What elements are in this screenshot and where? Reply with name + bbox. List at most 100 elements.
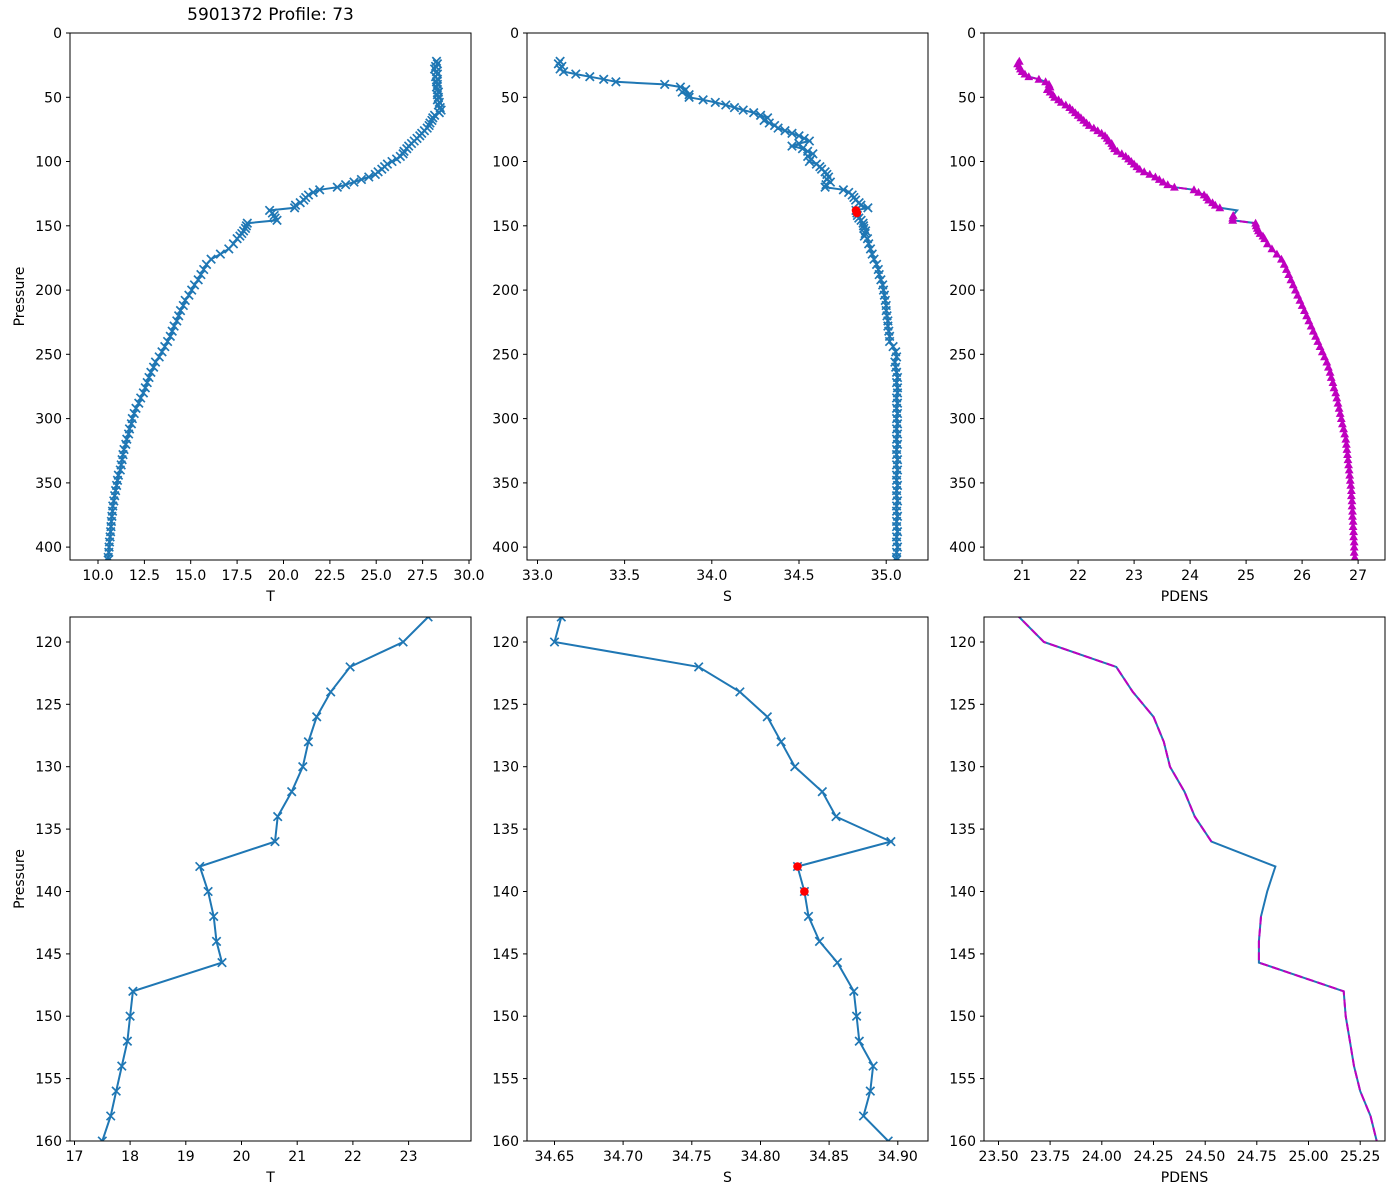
x-axis-label: S [723,589,732,605]
subplot-temperature-zoom-plot-area [97,617,433,1141]
y-tick-label: 350 [949,476,976,492]
x-axis-label: PDENS [1161,1170,1209,1186]
y-tick-label: 0 [510,26,519,42]
y-tick-label: 135 [949,822,976,838]
y-tick-label: 350 [492,476,519,492]
x-tick-label: 27 [1349,568,1367,584]
y-tick-label: 200 [492,283,519,299]
x-tick-label: 34.85 [809,1149,849,1165]
x-tick-label: 24.00 [1082,1149,1122,1165]
y-tick-label: 125 [35,697,62,713]
x-axis-ticks: 21 22 23 24 25 26 27 [1013,560,1367,584]
y-tick-label: 135 [492,822,519,838]
subplot-temperature-zoom: 17 18 19 20 21 22 23 120 125 130 135 140 145 150 155 16… [12,616,472,1186]
x-tick-label: 33.5 [609,568,640,584]
x-tick-label: 25.00 [1288,1149,1328,1165]
temperature-profile [103,56,446,560]
subplot-temperature-full-plot-area [103,56,446,560]
y-axis-ticks: 120 125 130 135 140 145 150 155 160 [492,635,527,1150]
x-tick-label: 24.25 [1133,1149,1173,1165]
subplot-salinity-full-plot-area [553,56,903,560]
x-tick-label: 24 [1181,568,1199,584]
x-tick-label: 18 [121,1149,139,1165]
subplot-temperature-full: 10.0 12.5 15.0 17.5 20.0 22.5 25.0 27.5 30.0 0 50 1… [12,26,485,605]
x-tick-label: 24.50 [1185,1149,1225,1165]
x-tick-label: 25 [1237,568,1255,584]
y-tick-label: 140 [35,885,62,901]
x-tick-label: 23.50 [978,1149,1018,1165]
y-axis-ticks: 0 50 100 150 200 250 300 350 400 [35,26,70,556]
y-tick-label: 400 [949,540,976,556]
y-tick-label: 200 [949,283,976,299]
y-tick-label: 150 [492,219,519,235]
x-tick-label: 34.75 [672,1149,712,1165]
y-tick-label: 400 [492,540,519,556]
y-tick-label: 145 [492,947,519,963]
x-tick-label: 34.70 [603,1149,643,1165]
x-tick-label: 35.0 [871,568,902,584]
axes-frame [526,32,929,561]
y-axis-ticks: 120 125 130 135 140 145 150 155 160 [949,635,984,1150]
y-tick-label: 250 [949,347,976,363]
y-tick-label: 100 [35,155,62,171]
x-axis-ticks: 17 18 19 20 21 22 23 [66,1141,418,1165]
y-tick-label: 150 [35,219,62,235]
x-tick-label: 17 [66,1149,84,1165]
x-tick-label: 25.0 [361,568,392,584]
y-axis-ticks: 0 50 100 150 200 250 300 350 400 [949,26,984,556]
y-tick-label: 130 [35,760,62,776]
x-axis-label: T [265,1170,275,1186]
y-tick-label: 150 [35,1009,62,1025]
y-tick-label: 130 [949,760,976,776]
x-tick-label: 17.5 [222,568,253,584]
pdens-profile-cleaned [1013,56,1359,560]
x-tick-label: 12.5 [129,568,160,584]
y-tick-label: 100 [949,155,976,171]
temperature-profile-line [107,60,443,560]
x-axis-ticks: 10.0 12.5 15.0 17.5 20.0 22.5 25.0 27.5 30.0 [82,560,485,584]
flagged-salinity-points [851,206,862,218]
salinity-profile-line [557,60,899,560]
y-tick-label: 350 [35,476,62,492]
y-tick-label: 0 [53,26,62,42]
axes-frame [69,32,472,561]
y-tick-label: 150 [949,219,976,235]
x-tick-label: 34.90 [878,1149,918,1165]
x-tick-label: 34.80 [740,1149,780,1165]
x-tick-label: 22 [1069,568,1087,584]
x-tick-label: 34.65 [534,1149,574,1165]
y-tick-label: 400 [35,540,62,556]
x-axis-label: T [265,589,275,605]
x-axis-label: S [723,1170,732,1186]
y-axis-ticks: 120 125 130 135 140 145 150 155 160 [35,635,70,1150]
x-tick-label: 23 [1125,568,1143,584]
y-tick-label: 300 [35,412,62,428]
x-tick-label: 15.0 [175,568,206,584]
subplot-salinity-full: 33.0 33.5 34.0 34.5 35.0 0 50 100 150 200 250 300 35… [492,26,929,605]
axes-frame [983,32,1386,561]
y-tick-label: 120 [949,635,976,651]
y-tick-label: 125 [949,697,976,713]
y-tick-label: 200 [35,283,62,299]
x-tick-label: 24.75 [1237,1149,1277,1165]
x-tick-label: 22.5 [314,568,345,584]
y-tick-label: 50 [44,90,62,106]
pdens-cleaned-zoom [1017,617,1378,1141]
x-tick-label: 21 [1013,568,1031,584]
y-tick-label: 155 [492,1072,519,1088]
y-tick-label: 160 [949,1134,976,1150]
y-tick-label: 135 [35,822,62,838]
y-tick-label: 150 [492,1009,519,1025]
x-tick-label: 19 [177,1149,195,1165]
y-tick-label: 120 [492,635,519,651]
x-tick-label: 34.5 [783,568,814,584]
x-tick-label: 23 [400,1149,418,1165]
y-tick-label: 140 [492,885,519,901]
pdens-raw-zoom-line [1017,617,1378,1141]
y-tick-label: 155 [949,1072,976,1088]
pdens-raw-zoom [1017,617,1378,1141]
x-tick-label: 21 [288,1149,306,1165]
x-tick-label: 26 [1293,568,1311,584]
figure-title: 5901372 Profile: 73 [187,5,354,25]
